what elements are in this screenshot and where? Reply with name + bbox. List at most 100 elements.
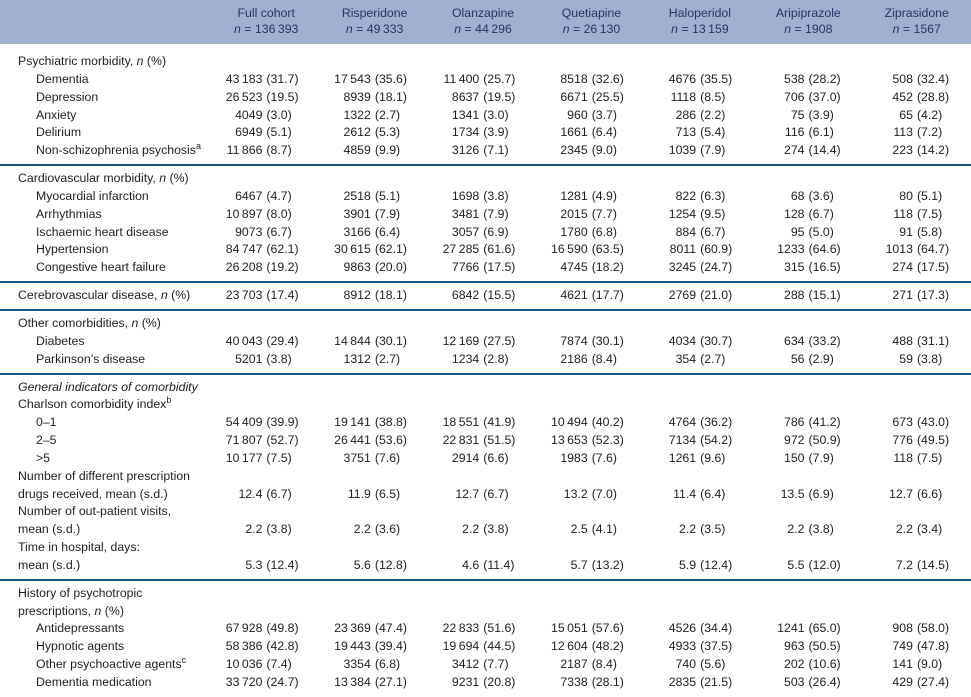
cell-percent: (35.6) xyxy=(374,71,407,86)
cell-count: 3166 xyxy=(343,224,371,239)
cell-count: 8912 xyxy=(343,288,371,303)
data-cell: 740 (5.6) xyxy=(646,656,754,674)
cell-percent: (12.0) xyxy=(808,557,841,572)
section-row: prescriptions, n (%) xyxy=(0,603,971,621)
column-header-name: Risperidone xyxy=(341,6,408,20)
data-cell: 749 (47.8) xyxy=(863,638,971,656)
cell-percent: (36.2) xyxy=(700,415,733,430)
cell-percent: (6.8) xyxy=(591,224,617,239)
data-cell: 5.7 (13.2) xyxy=(537,557,645,575)
cell-count: 749 xyxy=(892,639,913,654)
cell-count: 2.2 xyxy=(895,522,913,537)
cell-count: 1039 xyxy=(668,143,697,158)
cell-count: 3751 xyxy=(343,450,371,465)
data-cell: 5.5 (12.0) xyxy=(754,557,862,575)
data-cell: 5201 (3.8) xyxy=(212,351,320,369)
cell-percent: (11.4) xyxy=(483,557,515,572)
section-divider xyxy=(0,372,971,375)
cell-percent: (39.4) xyxy=(374,639,407,654)
cell-percent: (19.5) xyxy=(266,89,299,104)
cell-percent: (21.5) xyxy=(700,675,733,689)
cell-count: 2.2 xyxy=(353,522,371,537)
data-cell: 1312 (2.7) xyxy=(320,351,428,369)
data-cell: 908 (58.0) xyxy=(863,620,971,638)
row-label: Arrhythmias xyxy=(36,206,102,221)
cell-percent: (54.2) xyxy=(700,433,733,448)
data-cell: 14 844 (30.1) xyxy=(320,333,428,351)
cell-count: 1661 xyxy=(560,125,588,140)
cell-count: 4859 xyxy=(343,143,371,158)
data-cell: 2186 (8.4) xyxy=(537,351,645,369)
cell-percent: (7.4) xyxy=(266,657,292,672)
cell-percent: (53.6) xyxy=(374,433,407,448)
cell-percent: (6.8) xyxy=(374,657,401,672)
cell-count: 54 409 xyxy=(225,415,263,430)
cell-percent: (57.6) xyxy=(591,621,624,636)
column-header-count: n = 44 296 xyxy=(454,22,512,36)
cell-percent: (30.1) xyxy=(374,333,407,348)
cell-count: 56 xyxy=(790,351,805,366)
cell-count: 12 604 xyxy=(551,639,588,654)
cell-percent: (7.9) xyxy=(483,206,509,221)
cell-count: 1261 xyxy=(668,450,697,465)
row-label: Hypnotic agents xyxy=(36,639,125,654)
cell-percent: (7.9) xyxy=(374,206,401,221)
row-label: 2–5 xyxy=(36,433,57,448)
section-divider xyxy=(0,164,971,167)
cell-percent: (51.6) xyxy=(483,621,516,636)
cell-percent: (60.9) xyxy=(700,242,733,257)
section-label: Time in hospital, days: xyxy=(18,540,140,555)
data-cell: 13 384 (27.1) xyxy=(320,674,428,692)
row-label: mean (s.d.) xyxy=(18,557,81,572)
cell-percent: (7.5) xyxy=(916,206,943,221)
cell-count: 288 xyxy=(784,288,805,303)
data-cell: 12.7 (6.7) xyxy=(429,486,537,504)
cell-count: 19 141 xyxy=(334,415,371,430)
cell-percent: (19.2) xyxy=(266,260,299,275)
data-cell: 113 (7.2) xyxy=(863,124,971,142)
cell-count: 16 590 xyxy=(551,242,588,257)
data-cell: 26 441 (53.6) xyxy=(320,432,428,450)
cell-count: 776 xyxy=(892,433,913,448)
cell-count: 95 xyxy=(790,224,805,239)
data-cell: 354 (2.7) xyxy=(646,351,754,369)
cell-percent: (6.7) xyxy=(808,206,834,221)
cell-count: 2835 xyxy=(668,675,697,689)
cell-count: 634 xyxy=(784,333,805,348)
cell-percent: (3.8) xyxy=(916,351,943,366)
cell-count: 15 051 xyxy=(551,621,588,636)
data-cell: 2.2 (3.6) xyxy=(320,521,428,539)
data-cell: 1254 (9.5) xyxy=(646,206,754,224)
cell-percent: (6.3) xyxy=(700,188,726,203)
cell-percent: (7.0) xyxy=(591,486,617,501)
cell-percent: (9.9) xyxy=(374,143,401,158)
cell-count: 1983 xyxy=(560,450,588,465)
cell-percent: (9.5) xyxy=(700,206,726,221)
cell-percent: (7.6) xyxy=(374,450,401,465)
row-label: Non-schizophrenia psychosisa xyxy=(36,142,201,158)
cell-count: 488 xyxy=(892,333,913,348)
cell-percent: (5.3) xyxy=(374,125,401,140)
cell-percent: (3.8) xyxy=(483,188,509,203)
data-cell: 141 (9.0) xyxy=(863,656,971,674)
cell-percent: (16.5) xyxy=(808,260,841,275)
cell-count: 908 xyxy=(892,621,913,636)
data-cell: 22 833 (51.6) xyxy=(429,620,537,638)
cell-count: 1118 xyxy=(670,89,697,104)
row-label: Diabetes xyxy=(36,333,85,348)
cell-percent: (17.3) xyxy=(916,288,950,303)
data-cell: 3901 (7.9) xyxy=(320,206,428,224)
cell-percent: (37.0) xyxy=(808,89,841,104)
cell-count: 4745 xyxy=(560,260,588,275)
cell-count: 4049 xyxy=(235,107,263,122)
cell-count: 2914 xyxy=(451,450,480,465)
cell-percent: (6.4) xyxy=(700,486,726,501)
cell-count: 11 400 xyxy=(443,71,480,86)
cell-percent: (7.1) xyxy=(483,143,509,158)
table-row: Diabetes 40 043 (29.4) 14 844 (30.1) 12 169 (2… xyxy=(0,333,971,351)
data-cell: 1661 (6.4) xyxy=(537,124,645,142)
cell-count: 6842 xyxy=(451,288,480,303)
cell-percent: (3.9) xyxy=(483,125,509,140)
row-label: Dementia medication xyxy=(36,675,152,689)
cell-percent: (17.5) xyxy=(483,260,516,275)
